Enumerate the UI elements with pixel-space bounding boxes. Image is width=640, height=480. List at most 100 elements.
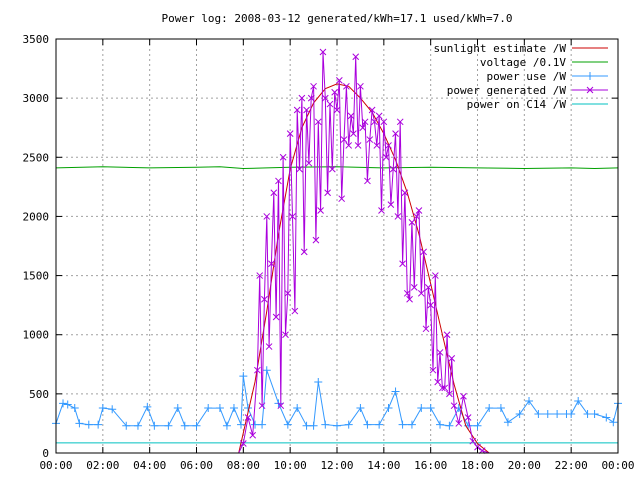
data-point xyxy=(448,355,456,362)
data-point xyxy=(277,402,285,410)
data-point xyxy=(279,153,287,161)
y-tick-label: 3000 xyxy=(23,92,50,105)
y-tick-label: 0 xyxy=(42,447,49,460)
data-point xyxy=(350,130,357,137)
legend-label: sunlight estimate /W xyxy=(434,42,567,55)
x-axis: 00:00 02:00 04:00 06:00 08:00 10:00 12:00 14:00… xyxy=(39,39,635,472)
data-point xyxy=(359,124,367,132)
data-point xyxy=(265,343,273,350)
data-point xyxy=(403,289,411,297)
data-point xyxy=(503,418,512,427)
data-point xyxy=(441,384,449,392)
data-point xyxy=(229,404,238,413)
data-point xyxy=(413,213,420,220)
data-point xyxy=(317,207,324,214)
legend-marker xyxy=(586,86,594,94)
data-point xyxy=(469,437,477,445)
data-point xyxy=(94,420,103,429)
data-point xyxy=(567,409,576,418)
data-point xyxy=(283,420,292,429)
series-line xyxy=(55,166,619,170)
y-tick-label: 1500 xyxy=(23,270,50,283)
data-point xyxy=(429,366,437,374)
x-tick-label: 16:00 xyxy=(414,459,447,472)
data-point xyxy=(326,100,334,108)
data-point xyxy=(515,409,524,418)
data-point xyxy=(590,409,599,418)
data-point xyxy=(345,142,353,149)
data-point xyxy=(424,284,432,291)
data-point xyxy=(473,421,482,430)
data-point xyxy=(298,94,306,102)
data-point xyxy=(270,189,278,197)
data-point xyxy=(286,130,294,137)
data-point xyxy=(354,142,362,149)
data-point xyxy=(307,94,315,102)
data-point xyxy=(293,106,301,114)
legend-marker xyxy=(586,72,594,80)
data-point xyxy=(133,421,142,430)
data-point xyxy=(401,189,409,197)
data-point xyxy=(300,248,308,256)
data-point xyxy=(143,402,152,411)
data-point xyxy=(384,404,393,413)
data-point xyxy=(84,420,93,429)
data-point xyxy=(312,236,320,244)
data-point xyxy=(63,400,72,409)
data-point xyxy=(387,201,395,208)
data-point xyxy=(321,94,329,102)
data-point xyxy=(258,402,266,410)
data-point xyxy=(366,136,374,143)
data-point xyxy=(375,112,383,120)
data-point xyxy=(364,177,371,185)
series-3 xyxy=(56,48,618,454)
data-point xyxy=(333,421,341,430)
data-point xyxy=(314,118,322,126)
data-point xyxy=(460,392,467,400)
series-1 xyxy=(55,166,619,170)
data-point xyxy=(261,295,268,303)
data-point xyxy=(333,106,341,114)
chart-title: Power log: 2008-03-12 generated/kWh=17.1… xyxy=(162,12,513,25)
x-tick-label: 10:00 xyxy=(274,459,307,472)
data-point xyxy=(331,88,339,96)
data-point xyxy=(244,414,252,421)
data-point xyxy=(422,325,430,333)
data-point xyxy=(343,82,350,90)
data-point xyxy=(371,118,378,126)
data-point xyxy=(289,213,296,220)
data-point xyxy=(180,421,189,430)
data-point xyxy=(389,165,397,173)
data-point xyxy=(602,413,611,422)
data-point xyxy=(296,165,303,173)
data-point xyxy=(150,421,159,430)
data-point xyxy=(324,189,331,197)
data-point xyxy=(108,405,117,414)
data-point xyxy=(293,404,302,413)
data-point xyxy=(485,404,494,413)
data-point xyxy=(408,218,416,226)
data-point xyxy=(302,421,311,430)
data-point xyxy=(398,420,407,429)
legend-label: power use /W xyxy=(487,70,567,83)
data-point xyxy=(263,213,271,220)
data-point xyxy=(319,48,327,56)
data-point xyxy=(455,420,463,427)
data-point xyxy=(407,420,416,429)
data-point xyxy=(344,420,353,429)
x-tick-label: 12:00 xyxy=(320,459,353,472)
x-tick-label: 06:00 xyxy=(180,459,213,472)
y-tick-label: 500 xyxy=(29,388,49,401)
data-point xyxy=(338,195,346,203)
data-point xyxy=(268,260,275,268)
data-point xyxy=(439,384,446,392)
data-point xyxy=(434,378,442,386)
x-tick-label: 20:00 xyxy=(508,459,541,472)
data-point xyxy=(363,420,372,429)
x-tick-label: 02:00 xyxy=(86,459,119,472)
data-point xyxy=(436,349,444,356)
data-point xyxy=(284,289,292,297)
data-point xyxy=(392,130,399,137)
